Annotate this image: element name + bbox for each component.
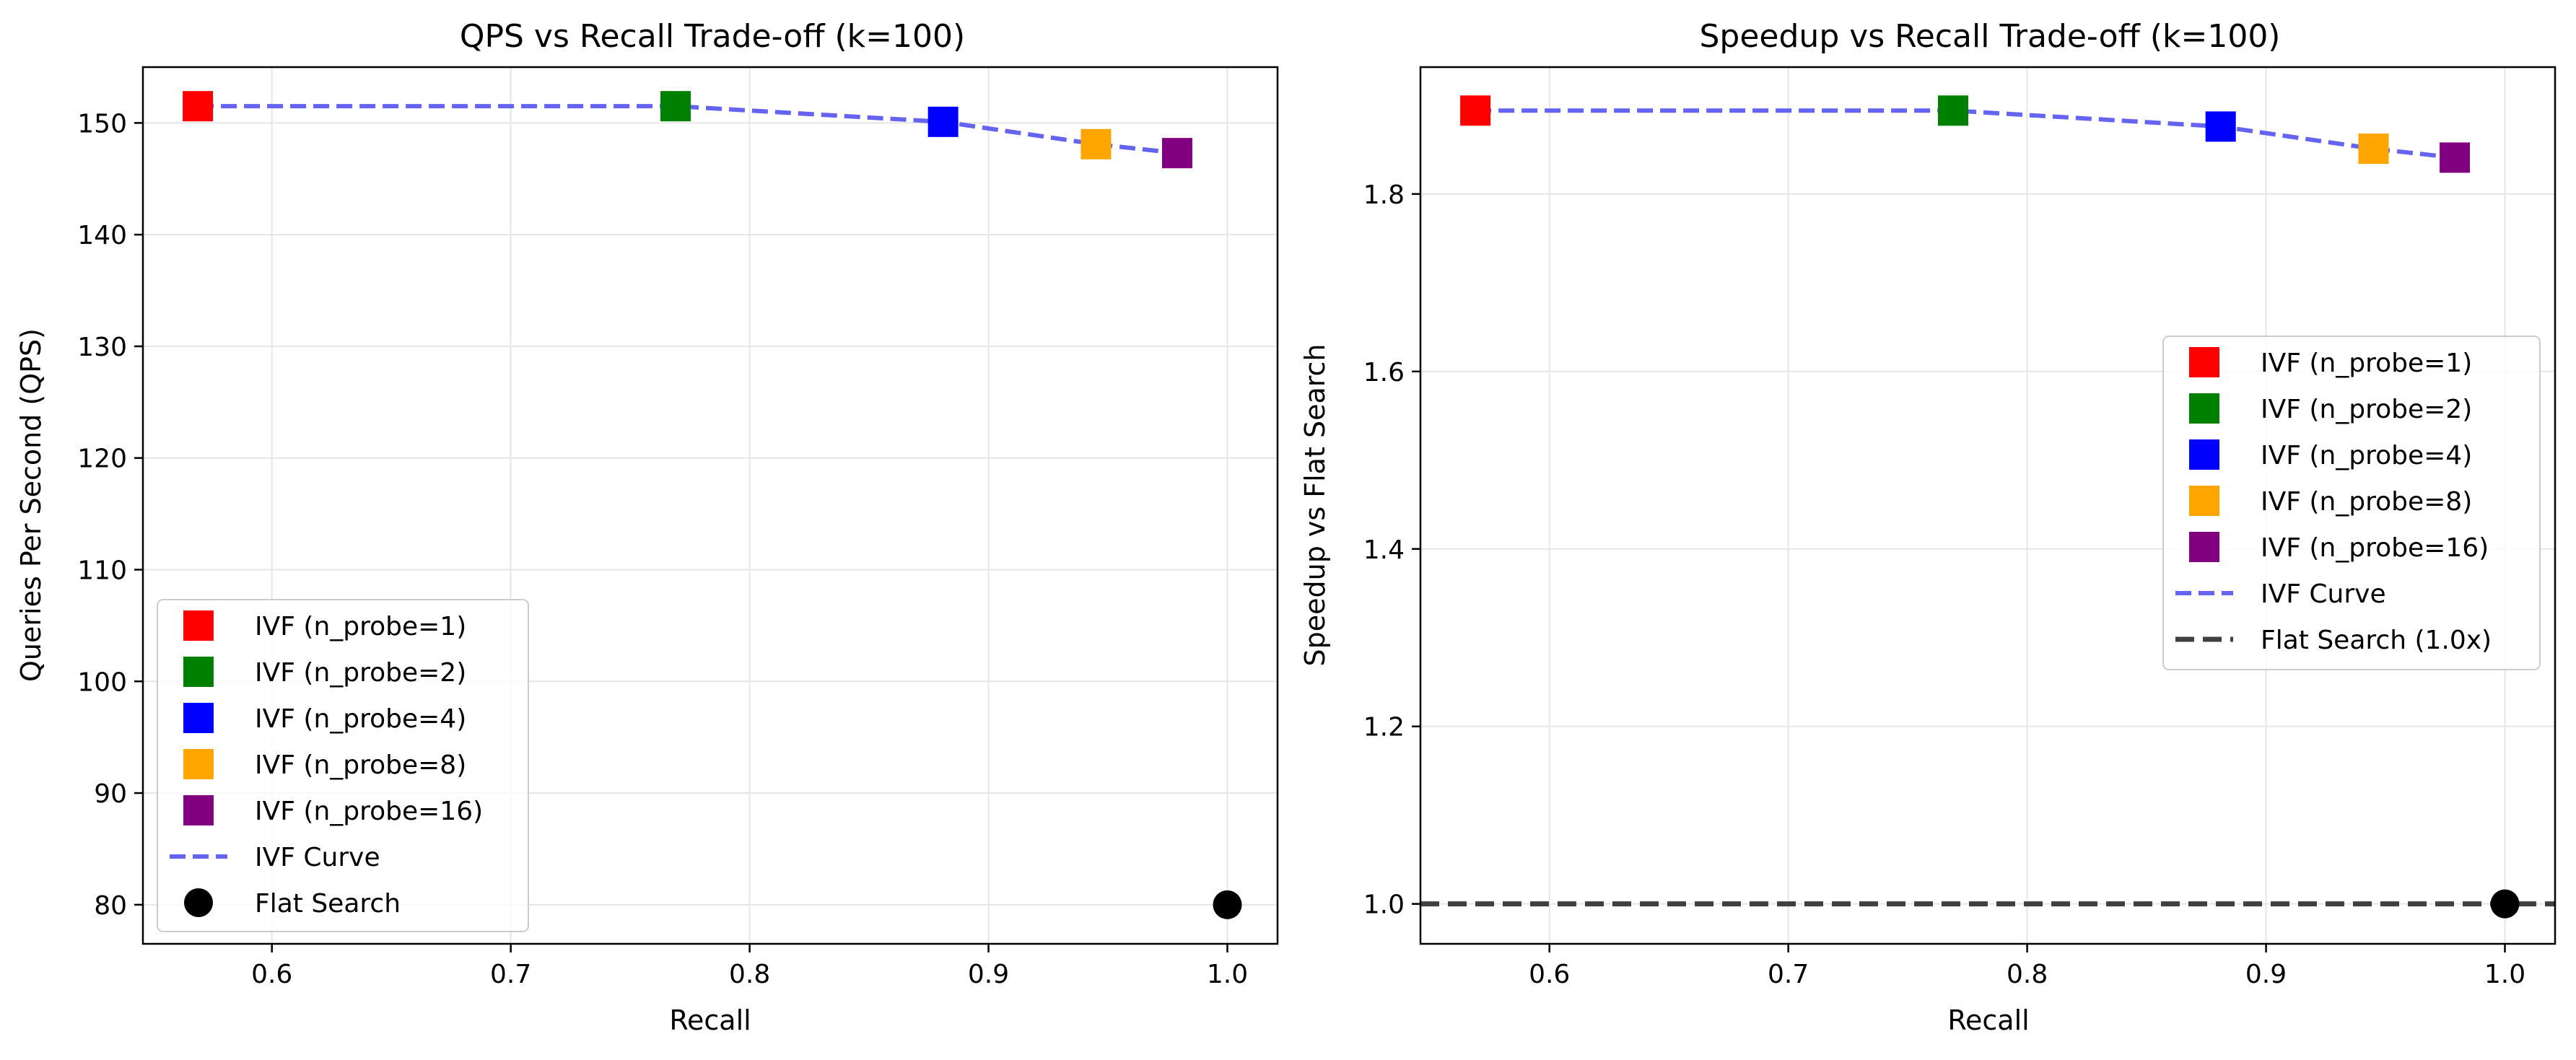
qps-ivf-point-marker [927,106,959,137]
speedup-legend-label: Flat Search (1.0x) [2261,626,2492,655]
qps-recall-panel: QPS vs Recall Trade-off (k=100) 0.6 0.7 0.… [15,18,1279,1036]
qps-y-axis-label: Queries Per Second (QPS) [15,328,47,682]
qps-y-tick-label: 120 [77,444,127,474]
qps-x-axis-label: Recall [669,1004,751,1036]
speedup-flat-search-point [2490,889,2520,919]
speedup-legend-square-swatch [2189,486,2219,516]
qps-plot-frame [141,66,1279,945]
speedup-legend-box [2162,336,2541,670]
qps-x-tick-label: 0.7 [490,960,531,989]
speedup-y-tick-label: 1.6 [1363,358,1405,387]
speedup-ivf-point-marker [1460,95,1491,126]
speedup-x-tick-label: 0.9 [2245,960,2287,989]
speedup-ticks: 0.6 0.7 0.8 0.9 1.0 1.0 1.2 1.4 1.6 1.8 [1363,180,2525,989]
qps-markers [183,91,1242,919]
speedup-legend-square-swatch [2189,347,2219,377]
speedup-y-tick-label: 1.4 [1363,535,1405,565]
speedup-legend-label: IVF (n_probe=4) [2261,441,2472,470]
speedup-x-tick-label: 1.0 [2484,960,2525,989]
qps-legend-square-swatch [183,749,214,779]
qps-y-tick-label: 90 [94,779,127,809]
speedup-recall-panel: Speedup vs Recall Trade-off (k=100) 0.6 0… [1299,18,2557,1036]
qps-y-tick-label: 110 [77,556,127,585]
qps-legend-label: IVF (n_probe=2) [255,658,466,688]
speedup-ivf-point-marker [2440,142,2471,173]
speedup-ivf-point-marker [1938,95,1969,126]
qps-x-tick-label: 1.0 [1207,960,1248,989]
speedup-x-tick-label: 0.8 [2007,960,2048,989]
qps-legend-label: IVF (n_probe=8) [255,750,466,780]
qps-legend-label: IVF (n_probe=4) [255,704,466,734]
speedup-grid [1420,67,2555,944]
qps-ivf-point-marker [1080,128,1112,159]
qps-ivf-point-marker [660,91,691,122]
qps-ivf-point-marker [1162,138,1193,169]
qps-y-tick-label: 140 [77,221,127,250]
qps-ivf-point-marker [183,91,214,122]
speedup-chart-title: Speedup vs Recall Trade-off (k=100) [1700,18,2281,55]
qps-ticks: 0.6 0.7 0.8 0.9 1.0 80 90 100 110 120 130 140 150 [77,109,1248,989]
speedup-plot-frame [1419,66,2557,945]
speedup-x-axis-label: Recall [1947,1004,2029,1036]
qps-y-tick-label: 130 [77,333,127,362]
speedup-legend-label: IVF (n_probe=8) [2261,487,2472,517]
qps-y-tick-label: 80 [94,891,127,921]
qps-legend-label: Flat Search [255,889,401,919]
qps-y-tick-label: 150 [77,109,127,139]
qps-legend-square-swatch [183,657,214,687]
qps-x-tick-label: 0.8 [729,960,770,989]
qps-y-tick-label: 100 [77,667,127,697]
speedup-markers [1460,95,2520,919]
qps-legend-square-swatch [183,703,214,733]
speedup-x-tick-label: 0.7 [1768,960,1809,989]
qps-legend-box [157,599,529,932]
qps-legend-square-swatch [183,795,214,825]
speedup-ivf-point-marker [2358,133,2389,165]
speedup-legend: IVF (n_probe=1) IVF (n_probe=2) IVF (n_pro… [2162,336,2541,670]
speedup-legend-square-swatch [2189,393,2219,424]
qps-legend-square-swatch [183,610,214,641]
speedup-legend-square-swatch [2189,439,2219,470]
qps-flat-search-point [1213,890,1242,919]
speedup-y-axis-label: Speedup vs Flat Search [1299,343,1331,666]
qps-legend-circle-swatch [184,888,213,917]
qps-chart-title: QPS vs Recall Trade-off (k=100) [460,18,965,55]
speedup-legend-square-swatch [2189,532,2219,562]
qps-legend-label: IVF (n_probe=16) [255,797,483,826]
speedup-x-tick-label: 0.6 [1529,960,1570,989]
qps-legend: IVF (n_probe=1) IVF (n_probe=2) IVF (n_pro… [157,599,529,932]
qps-legend-label: IVF (n_probe=1) [255,612,466,641]
speedup-y-tick-label: 1.8 [1363,180,1405,210]
qps-x-tick-label: 0.9 [968,960,1009,989]
qps-x-tick-label: 0.6 [251,960,292,989]
speedup-legend-label: IVF (n_probe=1) [2261,349,2472,378]
speedup-legend-label: IVF Curve [2261,579,2386,609]
speedup-legend-label: IVF (n_probe=2) [2261,395,2472,424]
speedup-ivf-point-marker [2205,111,2236,142]
qps-legend-label: IVF Curve [255,843,380,872]
speedup-y-tick-label: 1.0 [1363,890,1405,920]
speedup-legend-label: IVF (n_probe=16) [2261,533,2489,563]
speedup-y-tick-label: 1.2 [1363,713,1405,743]
